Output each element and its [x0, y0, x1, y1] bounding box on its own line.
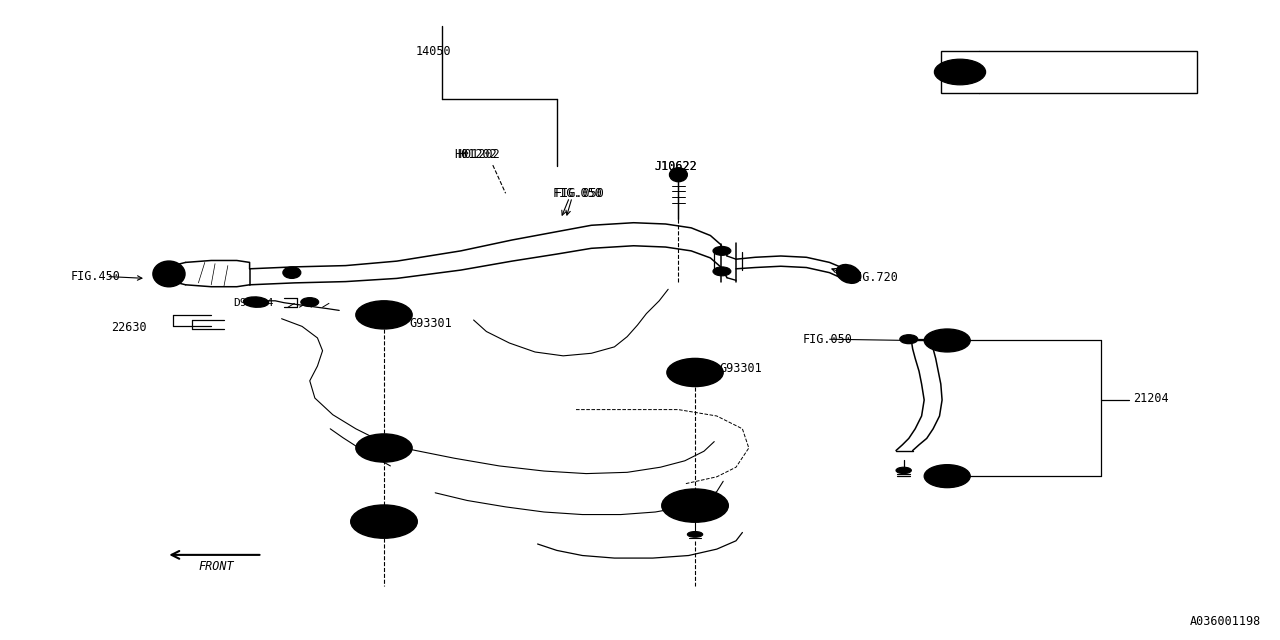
Text: FIG.450: FIG.450: [70, 270, 120, 283]
Circle shape: [356, 434, 412, 462]
Circle shape: [681, 365, 709, 380]
Ellipse shape: [243, 297, 269, 307]
Circle shape: [370, 441, 398, 455]
Text: 14050: 14050: [416, 45, 452, 58]
Circle shape: [667, 358, 723, 387]
Ellipse shape: [154, 261, 186, 287]
Text: A036001198: A036001198: [1189, 616, 1261, 628]
Circle shape: [934, 60, 986, 85]
Circle shape: [370, 308, 398, 322]
Text: J10622: J10622: [654, 160, 696, 173]
Circle shape: [924, 329, 970, 352]
Ellipse shape: [283, 267, 301, 278]
Ellipse shape: [160, 265, 179, 283]
Circle shape: [351, 505, 417, 538]
Circle shape: [367, 513, 401, 530]
Circle shape: [713, 267, 731, 276]
Text: FRONT: FRONT: [198, 560, 234, 573]
Circle shape: [713, 246, 731, 255]
Text: 1: 1: [945, 471, 950, 481]
Circle shape: [678, 497, 712, 514]
Circle shape: [662, 489, 728, 522]
Ellipse shape: [896, 467, 911, 474]
Circle shape: [900, 335, 918, 344]
Text: 1: 1: [945, 335, 950, 346]
Text: FIG.720: FIG.720: [849, 271, 899, 284]
Text: J10622: J10622: [654, 160, 696, 173]
Text: D91214: D91214: [233, 298, 274, 308]
Text: FIG.050: FIG.050: [554, 187, 604, 200]
Text: 21204: 21204: [1133, 392, 1169, 405]
Text: H01202: H01202: [454, 148, 497, 161]
Text: FIG.050: FIG.050: [803, 333, 852, 346]
Ellipse shape: [836, 264, 861, 284]
Text: FIG.050: FIG.050: [553, 187, 603, 200]
Text: 0923S*A: 0923S*A: [995, 65, 1044, 79]
Text: 22630: 22630: [111, 321, 147, 334]
Text: G93301: G93301: [410, 317, 452, 330]
Text: 1: 1: [957, 67, 963, 77]
Text: G93301: G93301: [719, 362, 762, 374]
Circle shape: [301, 298, 319, 307]
Bar: [941, 51, 1197, 93]
Circle shape: [356, 301, 412, 329]
Circle shape: [924, 465, 970, 488]
Ellipse shape: [669, 168, 687, 182]
Ellipse shape: [687, 531, 703, 538]
Text: H01202: H01202: [457, 148, 499, 161]
